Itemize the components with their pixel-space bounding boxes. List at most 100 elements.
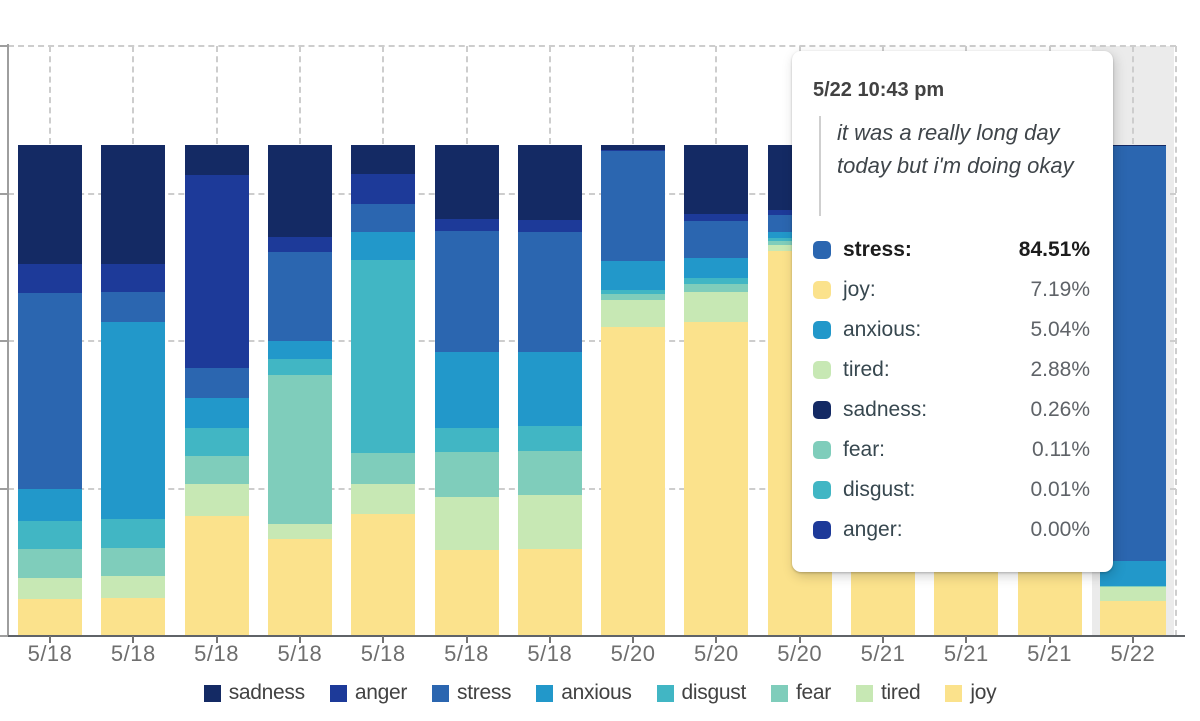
bar-segment-anxious[interactable] (184, 398, 249, 429)
bar-segment-fear[interactable] (18, 549, 82, 579)
bar-segment-anger[interactable] (434, 218, 499, 232)
legend-item-tired[interactable]: tired (856, 681, 921, 705)
bar-segment-sadness[interactable] (684, 145, 749, 214)
bar-segment-sadness[interactable] (18, 145, 82, 264)
legend-item-joy[interactable]: joy (945, 681, 997, 705)
bar-segment-fear[interactable] (1099, 585, 1166, 587)
bar-segment-disgust[interactable] (601, 290, 666, 294)
bar-segment-disgust[interactable] (434, 427, 499, 452)
bar-segment-joy[interactable] (517, 549, 582, 636)
bar-segment-joy[interactable] (434, 549, 499, 636)
bar-segment-stress[interactable] (351, 203, 416, 232)
bar-segment-disgust[interactable] (18, 521, 82, 550)
bar-segment-sadness[interactable] (1099, 145, 1166, 147)
legend-item-anxious[interactable]: anxious (536, 681, 632, 705)
bar-segment-tired[interactable] (101, 576, 166, 599)
bar-segment-tired[interactable] (517, 495, 582, 550)
bar-segment-anxious[interactable] (601, 261, 666, 291)
bar-segment-anxious[interactable] (434, 352, 499, 428)
stacked-bar-5-20-8[interactable] (601, 145, 666, 636)
bar-segment-tired[interactable] (351, 484, 416, 515)
bar-segment-sadness[interactable] (267, 145, 332, 237)
bar-segment-anger[interactable] (684, 213, 749, 221)
x-axis-tick (382, 636, 385, 643)
bar-segment-fear[interactable] (601, 293, 666, 300)
stacked-bar-5-18-6[interactable] (434, 145, 499, 636)
bar-segment-tired[interactable] (18, 578, 82, 600)
bar-segment-stress[interactable] (18, 292, 82, 490)
bar-segment-sadness[interactable] (184, 145, 249, 175)
bar-segment-joy[interactable] (601, 326, 666, 636)
stacked-bar-5-18-1[interactable] (18, 145, 82, 636)
bar-segment-stress[interactable] (267, 251, 332, 342)
bar-segment-anxious[interactable] (18, 489, 82, 522)
bar-segment-disgust[interactable] (517, 426, 582, 451)
stacked-bar-5-18-4[interactable] (267, 145, 332, 636)
bar-segment-sadness[interactable] (351, 145, 416, 174)
bar-segment-fear[interactable] (351, 453, 416, 485)
bar-segment-fear[interactable] (434, 451, 499, 497)
bar-segment-stress[interactable] (517, 231, 582, 352)
bar-segment-joy[interactable] (1099, 600, 1166, 636)
bar-segment-tired[interactable] (267, 524, 332, 540)
legend-item-anger[interactable]: anger (329, 681, 408, 705)
bar-segment-anger[interactable] (267, 236, 332, 252)
bar-segment-tired[interactable] (601, 299, 666, 327)
bar-segment-anxious[interactable] (267, 341, 332, 359)
bar-segment-fear[interactable] (184, 456, 249, 485)
stacked-bar-5-20-9[interactable] (684, 145, 749, 636)
bar-segment-sadness[interactable] (601, 145, 666, 150)
bar-segment-joy[interactable] (101, 598, 166, 636)
bar-segment-disgust[interactable] (184, 428, 249, 457)
legend-swatch-anger (329, 684, 347, 702)
bar-segment-stress[interactable] (601, 151, 666, 262)
bar-segment-joy[interactable] (18, 599, 82, 636)
bar-segment-disgust[interactable] (267, 358, 332, 375)
bar-segment-stress[interactable] (184, 368, 249, 399)
gridline-vertical (715, 46, 718, 144)
bar-segment-sadness[interactable] (517, 145, 582, 220)
bar-segment-sadness[interactable] (434, 145, 499, 219)
stacked-bar-5-18-7[interactable] (517, 145, 582, 636)
bar-segment-anxious[interactable] (517, 351, 582, 427)
bar-segment-fear[interactable] (267, 374, 332, 525)
bar-segment-joy[interactable] (351, 514, 416, 636)
bar-segment-anxious[interactable] (351, 231, 416, 260)
bar-segment-anger[interactable] (351, 173, 416, 204)
legend-swatch-joy (945, 684, 963, 702)
legend-item-sadness[interactable]: sadness (203, 681, 305, 705)
bar-segment-disgust[interactable] (351, 259, 416, 454)
bar-segment-fear[interactable] (101, 548, 166, 577)
bar-segment-joy[interactable] (267, 539, 332, 636)
tooltip-swatch-sadness (813, 401, 831, 419)
stacked-bar-5-18-2[interactable] (101, 145, 166, 636)
legend-label: anger (354, 681, 408, 704)
bar-segment-joy[interactable] (184, 516, 249, 636)
bar-segment-joy[interactable] (684, 322, 749, 636)
bar-segment-stress[interactable] (434, 231, 499, 353)
bar-segment-anger[interactable] (601, 149, 666, 152)
bar-segment-tired[interactable] (684, 292, 749, 323)
legend-item-disgust[interactable]: disgust (656, 681, 746, 705)
bar-segment-anger[interactable] (184, 174, 249, 369)
stacked-bar-5-18-3[interactable] (184, 145, 249, 636)
bar-segment-fear[interactable] (517, 450, 582, 496)
bar-segment-anger[interactable] (517, 219, 582, 232)
bar-segment-anger[interactable] (18, 263, 82, 293)
bar-segment-anxious[interactable] (684, 258, 749, 278)
bar-segment-tired[interactable] (1099, 586, 1166, 601)
stacked-bar-5-18-5[interactable] (351, 145, 416, 636)
legend-item-stress[interactable]: stress (432, 681, 512, 705)
bar-segment-tired[interactable] (434, 496, 499, 550)
bar-segment-disgust[interactable] (684, 277, 749, 285)
bar-segment-anxious[interactable] (101, 321, 166, 520)
bar-segment-sadness[interactable] (101, 145, 166, 264)
bar-segment-fear[interactable] (684, 284, 749, 293)
bar-segment-stress[interactable] (684, 220, 749, 259)
bar-segment-anger[interactable] (101, 263, 166, 292)
legend-item-fear[interactable]: fear (771, 681, 831, 705)
bar-segment-disgust[interactable] (101, 519, 166, 549)
bar-segment-tired[interactable] (184, 484, 249, 517)
bar-segment-stress[interactable] (101, 291, 166, 322)
x-axis-label: 5/21 (943, 641, 989, 666)
